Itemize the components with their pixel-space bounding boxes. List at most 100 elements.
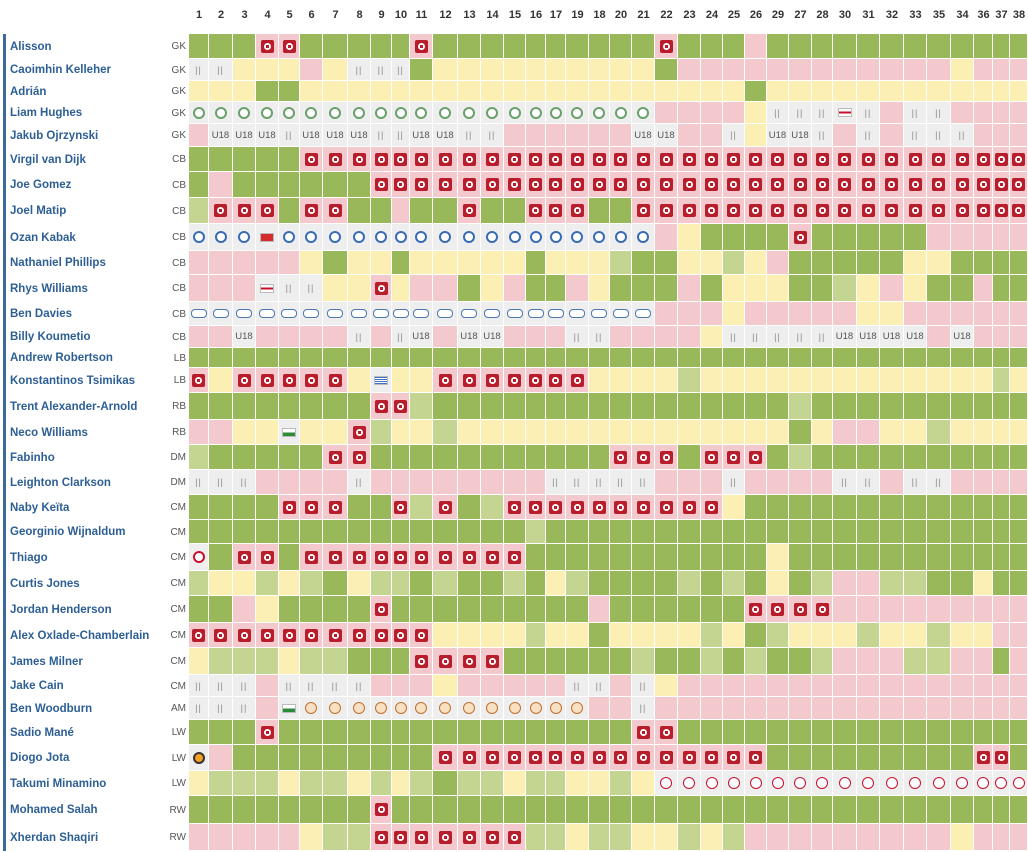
match-cell[interactable] bbox=[655, 59, 678, 81]
match-cell[interactable] bbox=[371, 445, 392, 470]
match-cell[interactable] bbox=[951, 824, 974, 851]
match-cell[interactable] bbox=[789, 445, 812, 470]
match-cell[interactable] bbox=[1010, 326, 1028, 348]
match-cell[interactable] bbox=[279, 393, 300, 420]
match-cell[interactable] bbox=[789, 596, 812, 623]
match-cell[interactable] bbox=[812, 147, 833, 172]
match-cell[interactable] bbox=[951, 745, 974, 771]
match-cell[interactable] bbox=[481, 147, 504, 172]
match-cell[interactable] bbox=[833, 302, 857, 326]
match-cell[interactable] bbox=[279, 81, 300, 102]
match-cell[interactable]: || bbox=[723, 470, 745, 495]
match-cell[interactable] bbox=[526, 302, 546, 326]
match-cell[interactable] bbox=[189, 198, 209, 224]
match-cell[interactable] bbox=[209, 648, 233, 675]
match-cell[interactable] bbox=[723, 251, 745, 275]
match-cell[interactable] bbox=[767, 59, 789, 81]
match-cell[interactable] bbox=[927, 420, 951, 445]
match-cell[interactable] bbox=[504, 495, 526, 520]
match-cell[interactable] bbox=[392, 251, 410, 275]
match-cell[interactable] bbox=[1010, 420, 1028, 445]
match-cell[interactable] bbox=[589, 420, 610, 445]
match-cell[interactable] bbox=[504, 520, 526, 544]
match-cell[interactable] bbox=[632, 796, 655, 824]
match-cell[interactable] bbox=[410, 420, 433, 445]
match-cell[interactable] bbox=[767, 648, 789, 675]
match-cell[interactable] bbox=[371, 571, 392, 596]
match-cell[interactable] bbox=[348, 275, 371, 302]
match-cell[interactable] bbox=[1010, 720, 1028, 745]
match-cell[interactable]: || bbox=[833, 470, 857, 495]
match-cell[interactable] bbox=[678, 745, 701, 771]
match-cell[interactable] bbox=[974, 470, 993, 495]
match-cell[interactable] bbox=[880, 172, 904, 198]
match-cell[interactable] bbox=[392, 771, 410, 796]
match-cell[interactable] bbox=[526, 81, 546, 102]
match-cell[interactable]: || bbox=[767, 102, 789, 124]
match-cell[interactable] bbox=[610, 771, 632, 796]
match-cell[interactable] bbox=[745, 393, 767, 420]
match-cell[interactable] bbox=[526, 348, 546, 368]
match-cell[interactable] bbox=[323, 470, 348, 495]
match-cell[interactable] bbox=[348, 147, 371, 172]
match-cell[interactable] bbox=[993, 623, 1010, 648]
match-cell[interactable] bbox=[410, 445, 433, 470]
match-cell[interactable] bbox=[880, 445, 904, 470]
match-cell[interactable] bbox=[504, 81, 526, 102]
match-cell[interactable] bbox=[951, 102, 974, 124]
match-cell[interactable] bbox=[678, 824, 701, 851]
match-cell[interactable]: U18 bbox=[655, 124, 678, 147]
match-cell[interactable]: || bbox=[546, 470, 566, 495]
match-cell[interactable] bbox=[433, 623, 458, 648]
match-cell[interactable] bbox=[348, 520, 371, 544]
match-cell[interactable] bbox=[880, 495, 904, 520]
match-cell[interactable] bbox=[993, 824, 1010, 851]
match-cell[interactable] bbox=[589, 648, 610, 675]
match-cell[interactable] bbox=[632, 420, 655, 445]
match-cell[interactable] bbox=[433, 224, 458, 251]
match-cell[interactable] bbox=[993, 745, 1010, 771]
match-cell[interactable] bbox=[927, 81, 951, 102]
match-cell[interactable] bbox=[209, 445, 233, 470]
match-cell[interactable] bbox=[880, 251, 904, 275]
match-cell[interactable] bbox=[767, 224, 789, 251]
match-cell[interactable] bbox=[256, 275, 279, 302]
match-cell[interactable]: U18 bbox=[880, 326, 904, 348]
match-cell[interactable]: U18 bbox=[256, 124, 279, 147]
match-cell[interactable] bbox=[701, 59, 723, 81]
match-cell[interactable] bbox=[610, 59, 632, 81]
match-cell[interactable] bbox=[789, 368, 812, 393]
match-cell[interactable] bbox=[767, 544, 789, 571]
match-cell[interactable] bbox=[433, 198, 458, 224]
match-cell[interactable] bbox=[904, 34, 927, 59]
match-cell[interactable] bbox=[392, 675, 410, 697]
match-cell[interactable] bbox=[701, 102, 723, 124]
match-cell[interactable] bbox=[927, 393, 951, 420]
match-cell[interactable] bbox=[880, 275, 904, 302]
match-cell[interactable] bbox=[348, 648, 371, 675]
match-cell[interactable]: || bbox=[189, 675, 209, 697]
match-cell[interactable] bbox=[993, 796, 1010, 824]
match-cell[interactable] bbox=[833, 520, 857, 544]
match-cell[interactable] bbox=[701, 571, 723, 596]
match-cell[interactable] bbox=[392, 393, 410, 420]
match-cell[interactable] bbox=[974, 420, 993, 445]
match-cell[interactable] bbox=[546, 275, 566, 302]
match-cell[interactable] bbox=[723, 495, 745, 520]
player-name[interactable]: Mohamed Salah bbox=[3, 796, 168, 824]
match-cell[interactable] bbox=[348, 544, 371, 571]
match-cell[interactable] bbox=[789, 648, 812, 675]
match-cell[interactable] bbox=[209, 147, 233, 172]
match-cell[interactable] bbox=[951, 348, 974, 368]
match-cell[interactable] bbox=[481, 420, 504, 445]
match-cell[interactable] bbox=[833, 368, 857, 393]
match-cell[interactable] bbox=[927, 251, 951, 275]
match-cell[interactable] bbox=[504, 470, 526, 495]
match-cell[interactable] bbox=[993, 59, 1010, 81]
match-cell[interactable] bbox=[993, 224, 1010, 251]
match-cell[interactable] bbox=[767, 771, 789, 796]
match-cell[interactable] bbox=[526, 470, 546, 495]
match-cell[interactable] bbox=[833, 796, 857, 824]
match-cell[interactable]: || bbox=[392, 326, 410, 348]
match-cell[interactable] bbox=[701, 675, 723, 697]
